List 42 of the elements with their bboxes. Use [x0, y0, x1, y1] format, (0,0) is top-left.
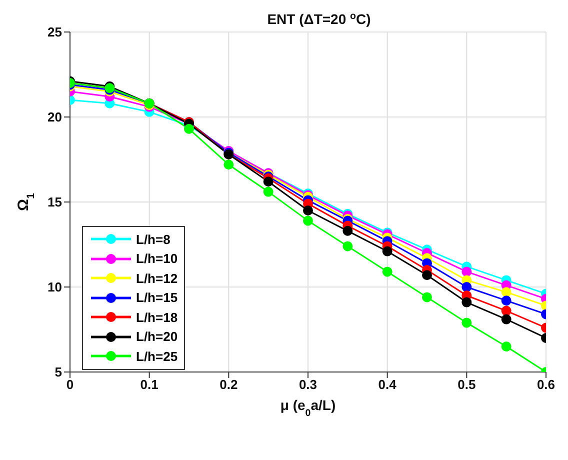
point	[422, 292, 432, 302]
point	[462, 297, 472, 308]
legend-label: L/h=25	[136, 348, 178, 364]
point	[303, 216, 313, 226]
point	[501, 287, 512, 298]
point	[342, 226, 353, 236]
legend-label: L/h=10	[136, 251, 178, 266]
legend-label: L/h=8	[136, 232, 170, 247]
point	[501, 314, 512, 324]
y-tick-label: 15	[48, 194, 62, 210]
point	[382, 266, 392, 277]
point	[382, 246, 392, 256]
legend-label: L/h=20	[136, 329, 178, 344]
x-axis-title: μ (e$_{0}$a/L)	[280, 397, 336, 418]
point	[224, 160, 234, 170]
chart-title: ENT (ΔT=20 $^{o}$C)	[267, 10, 371, 27]
point	[303, 206, 313, 216]
y-tick-label: 10	[48, 280, 62, 295]
point	[462, 318, 472, 328]
legend-label: L/h=18	[136, 310, 178, 325]
x-tick-label: 0.5	[458, 377, 476, 392]
legend-label: L/h=12	[136, 270, 178, 286]
x-tick-label: 0	[66, 377, 74, 392]
point	[501, 342, 512, 352]
x-tick-label: 0.6	[536, 377, 556, 392]
point	[263, 186, 274, 197]
point	[422, 270, 432, 280]
y-tick-label: 25	[48, 24, 62, 40]
legend-label: L/h=15	[136, 290, 178, 306]
point	[501, 306, 512, 316]
y-tick-label: 5	[54, 364, 62, 380]
point	[184, 124, 194, 134]
x-tick-label: 0.2	[220, 377, 238, 392]
point	[501, 296, 512, 306]
point	[263, 176, 274, 187]
x-tick-label: 0.4	[378, 377, 398, 392]
point	[342, 241, 353, 252]
y-tick-label: 20	[48, 110, 62, 125]
x-tick-label: 0.1	[140, 377, 158, 392]
point	[462, 282, 472, 292]
point	[462, 266, 472, 277]
x-tick-label: 0.3	[298, 377, 318, 392]
